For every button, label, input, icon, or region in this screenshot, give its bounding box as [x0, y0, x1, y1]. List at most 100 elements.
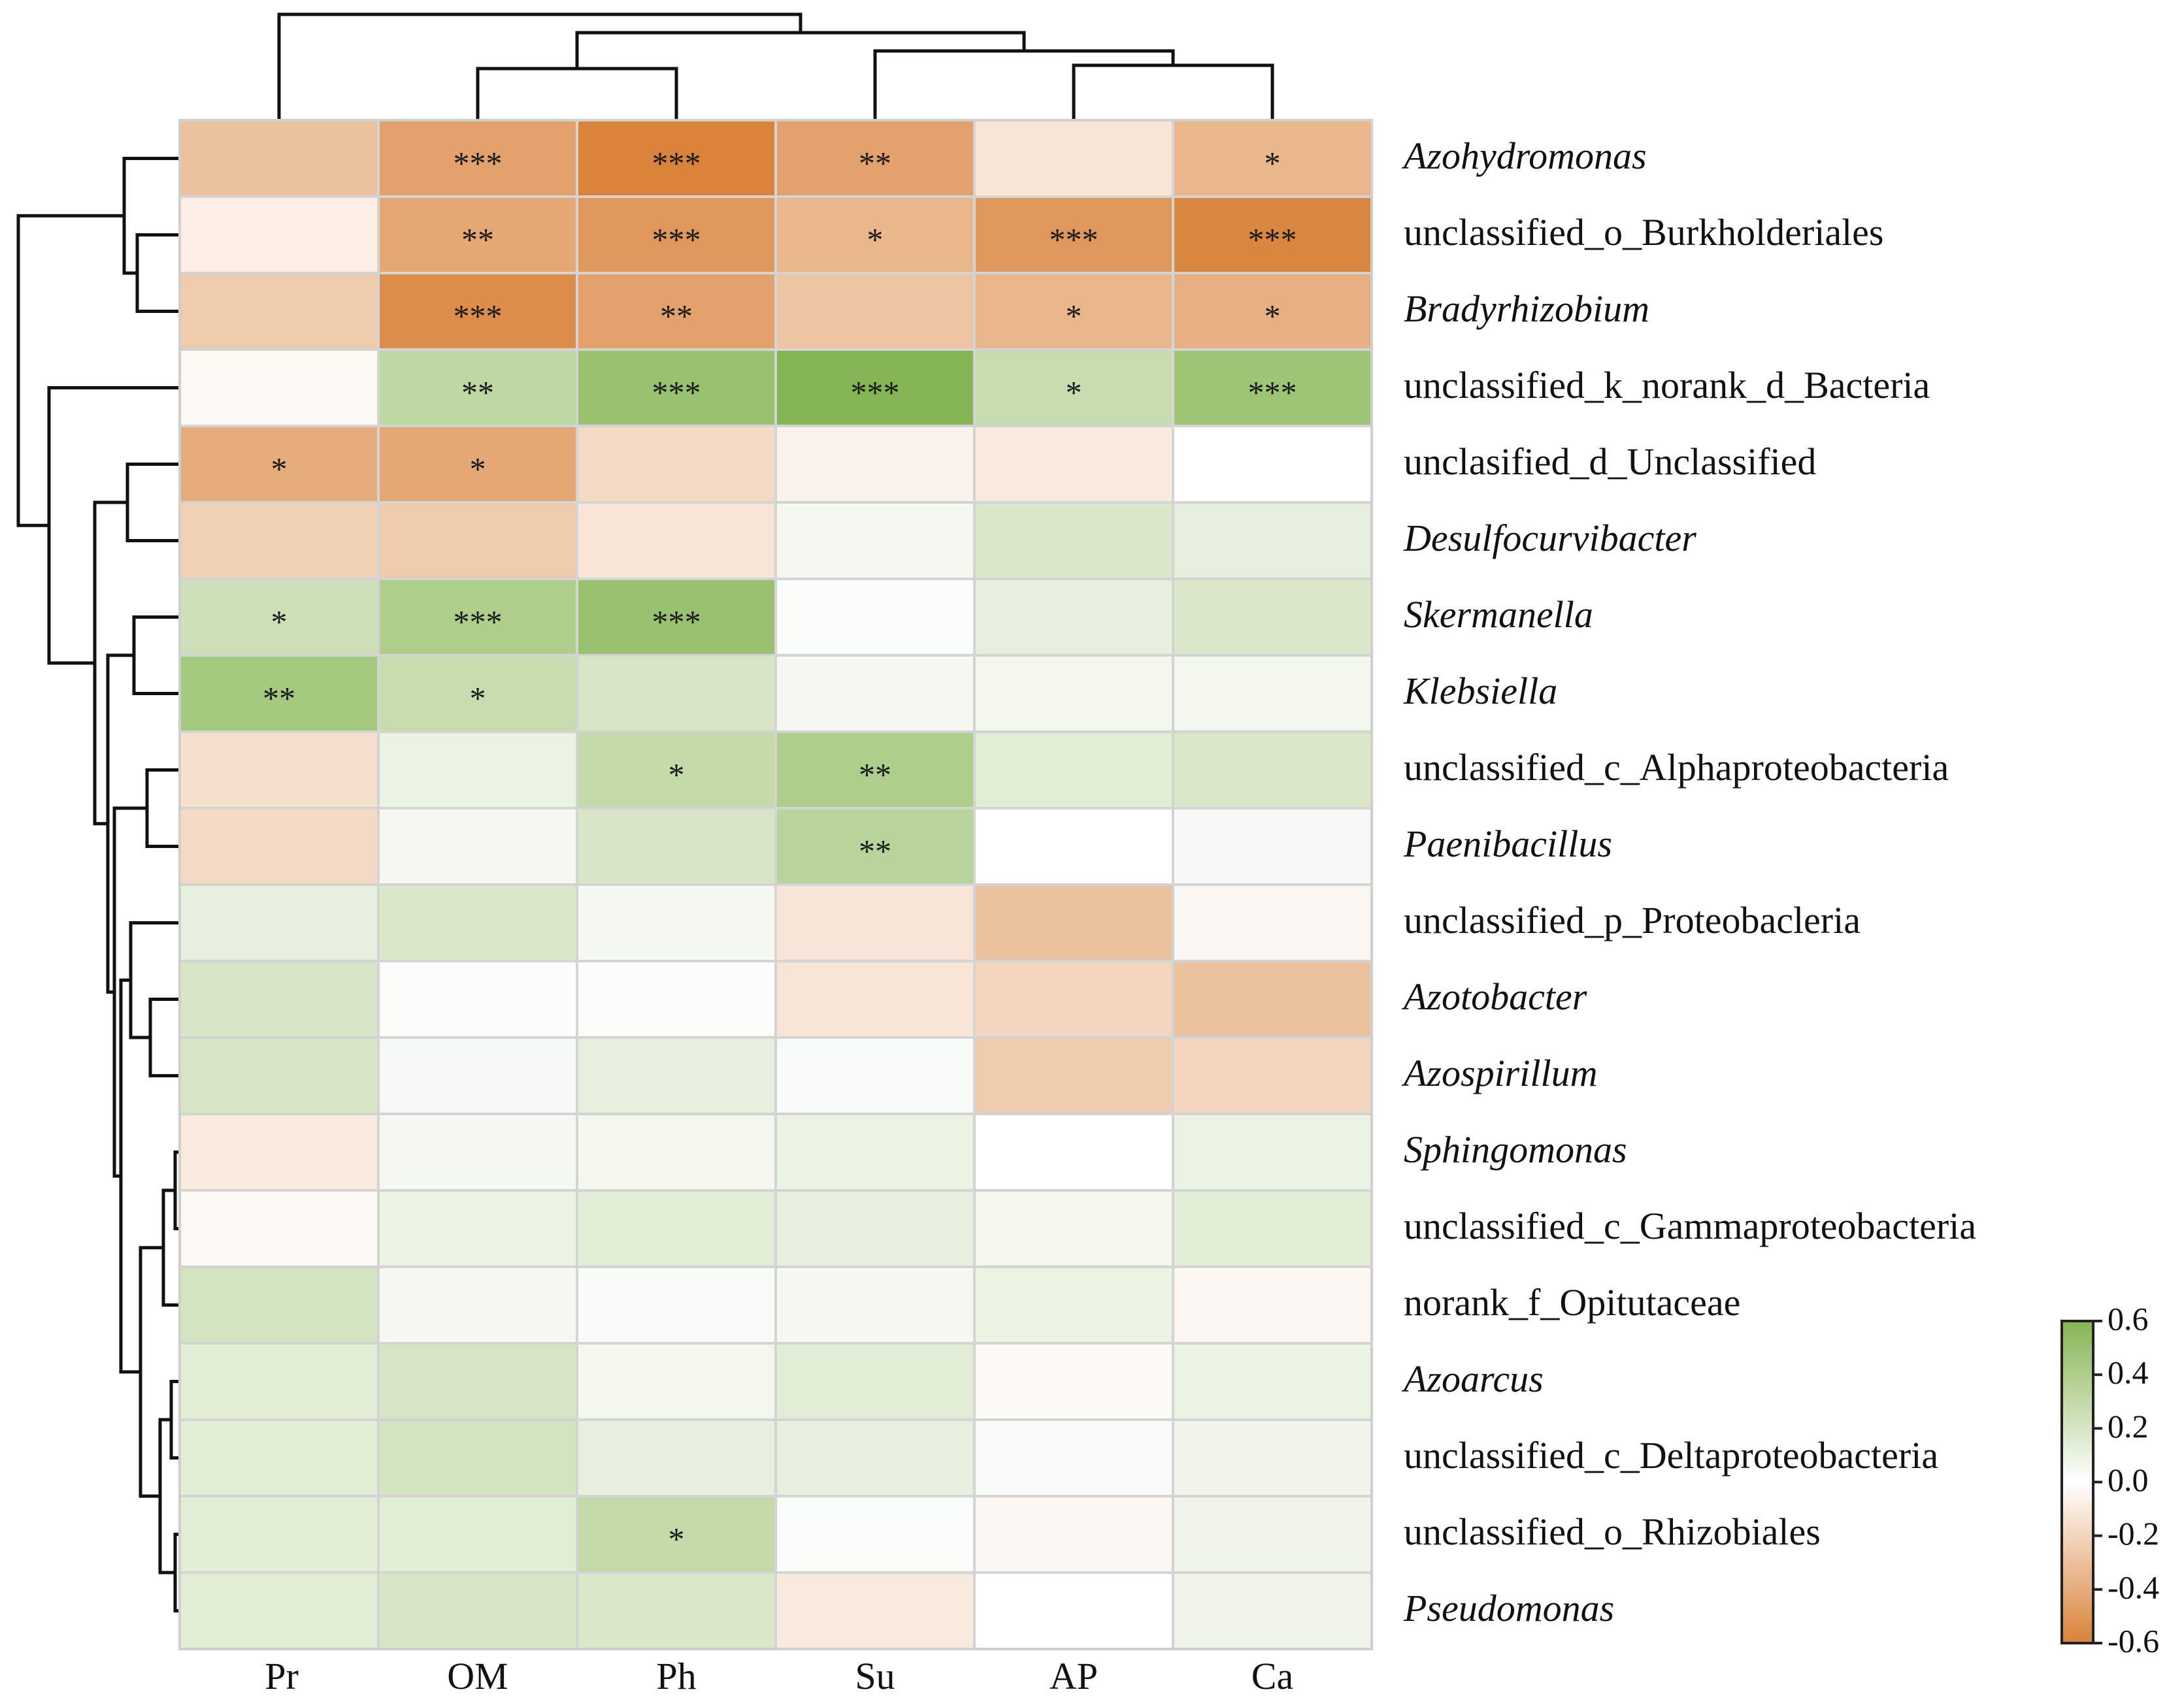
- colorbar-tick-label: 0.2: [2108, 1408, 2149, 1445]
- heat-cell-Azohydromonas-Pr: [178, 119, 380, 198]
- colorbar-tick-label: 0.4: [2108, 1354, 2149, 1391]
- significance-mark: ***: [652, 604, 701, 640]
- significance-mark: ***: [454, 604, 503, 640]
- heat-cell-unclassified_o_Rhizobiales-OM: [377, 1495, 578, 1574]
- heat-cell-Azospirillum-OM: [377, 1036, 578, 1115]
- dendro-branch: [158, 1418, 175, 1575]
- heat-cell-Pseudomonas-Ph: [576, 1571, 777, 1650]
- colorbar-tick-label: -0.6: [2108, 1622, 2159, 1659]
- row-label: unclassified_c_Gammaproteobacteria: [1404, 1205, 1976, 1247]
- heat-cell-Azospirillum-Pr: [178, 1036, 380, 1115]
- heat-cell-Azospirillum-Ca: [1172, 1036, 1373, 1115]
- significance-mark: ***: [454, 145, 503, 182]
- significance-mark: **: [263, 680, 295, 717]
- heat-cell-Paenibacillus-OM: [377, 807, 578, 886]
- column-dendrogram: [277, 12, 1274, 120]
- significance-mark: *: [1265, 145, 1281, 182]
- significance-mark: *: [271, 604, 288, 640]
- heat-cell-unclassified_k_norank_d_Bacteria-AP: [973, 348, 1174, 427]
- heat-cell-Skermanella-Pr: [178, 578, 380, 657]
- significance-mark: ***: [652, 374, 701, 411]
- heat-cell-Azoarcus-Ph: [576, 1342, 777, 1421]
- heat-cell-Azoarcus-Su: [774, 1342, 976, 1421]
- significance-mark: **: [461, 374, 494, 411]
- significance-mark: *: [470, 451, 486, 487]
- dendro-branch: [161, 1188, 180, 1307]
- heat-cell-norank_f_Opitutaceae-AP: [973, 1265, 1174, 1345]
- significance-mark: *: [1265, 298, 1281, 335]
- row-label: Pseudomonas: [1403, 1587, 1614, 1629]
- heat-cell-unclasified_d_Unclassified-Ph: [576, 425, 777, 504]
- heat-cell-Skermanella-OM: [377, 578, 578, 657]
- heat-cell-unclassified_c_Alphaproteobacteria-Pr: [178, 730, 380, 809]
- column-label: OM: [447, 1655, 508, 1697]
- heat-cell-unclassified_c_Gammaproteobacteria-Ca: [1172, 1189, 1373, 1268]
- row-label: Paenibacillus: [1403, 823, 1612, 865]
- heat-cell-norank_f_Opitutaceae-Ca: [1172, 1265, 1373, 1345]
- row-labels: Azohydromonas unclassified_o_Burkholderia…: [1401, 135, 1976, 1629]
- significance-mark: **: [859, 757, 891, 793]
- heat-cell-unclassified_c_Gammaproteobacteria-Su: [774, 1189, 976, 1268]
- dendro-branch: [277, 12, 802, 120]
- column-label: Su: [855, 1655, 895, 1697]
- dendro-branch: [135, 233, 180, 313]
- heat-cell-Pseudomonas-OM: [377, 1571, 578, 1650]
- column-label: Pr: [265, 1655, 299, 1697]
- heat-cell-Azohydromonas-AP: [973, 119, 1174, 198]
- heat-cell-unclassified_c_Deltaproteobacteria-Ca: [1172, 1418, 1373, 1497]
- heat-cell-Desulfocurvibacter-AP: [973, 501, 1174, 580]
- heat-cell-Sphingomonas-Ph: [576, 1113, 777, 1192]
- heat-cell-Azospirillum-Ph: [576, 1036, 777, 1115]
- heat-cell-Skermanella-Ca: [1172, 578, 1373, 657]
- heat-cell-unclassified_c_Alphaproteobacteria-Ca: [1172, 730, 1373, 809]
- heat-cell-Azotobacter-OM: [377, 960, 578, 1039]
- heat-cell-Azotobacter-Ph: [576, 960, 777, 1039]
- column-labels: Pr OM Ph Su AP Ca: [265, 1655, 1293, 1697]
- heat-cell-Pseudomonas-Ca: [1172, 1571, 1373, 1650]
- significance-mark: *: [867, 221, 884, 258]
- heat-cell-unclassified_c_Gammaproteobacteria-Pr: [178, 1189, 380, 1268]
- heat-cell-unclassified_o_Rhizobiales-Su: [774, 1495, 976, 1574]
- heat-cell-Bradyrhizobium-Pr: [178, 272, 380, 351]
- heat-cell-Azospirillum-Su: [774, 1036, 976, 1115]
- heat-cell-Klebsiella-AP: [973, 654, 1174, 733]
- significance-mark: *: [271, 451, 288, 487]
- heat-cell-Azoarcus-Pr: [178, 1342, 380, 1421]
- heat-cell-unclassified_c_Alphaproteobacteria-OM: [377, 730, 578, 809]
- heat-cell-unclassified_c_Deltaproteobacteria-Ph: [576, 1418, 777, 1497]
- heat-cell-unclassified_c_Deltaproteobacteria-Pr: [178, 1418, 380, 1497]
- heat-cell-unclassified_o_Rhizobiales-Pr: [178, 1495, 380, 1574]
- significance-mark: **: [859, 145, 891, 182]
- heat-cell-Sphingomonas-AP: [973, 1113, 1174, 1192]
- colorbar-gradient: [2060, 1320, 2094, 1644]
- heat-cell-Paenibacillus-AP: [973, 807, 1174, 886]
- dendro-branch: [16, 214, 124, 527]
- heat-cell-unclassified_c_Deltaproteobacteria-Su: [774, 1418, 976, 1497]
- significance-mark: *: [669, 1521, 685, 1558]
- heat-cell-unclassified_o_Burkholderiales-Su: [774, 195, 976, 274]
- dendro-branch: [1072, 63, 1274, 120]
- column-label: Ph: [656, 1655, 696, 1697]
- heat-cell-Desulfocurvibacter-Su: [774, 501, 976, 580]
- heat-cell-unclassified_c_Gammaproteobacteria-AP: [973, 1189, 1174, 1268]
- heat-cell-Sphingomonas-Su: [774, 1113, 976, 1192]
- heat-cell-Paenibacillus-Ph: [576, 807, 777, 886]
- heat-cell-unclassified_o_Burkholderiales-Pr: [178, 195, 380, 274]
- heat-cell-norank_f_Opitutaceae-Ph: [576, 1265, 777, 1345]
- dendro-branch: [129, 921, 180, 1039]
- heat-cell-Paenibacillus-Su: [774, 807, 976, 886]
- heat-cell-unclassified_o_Rhizobiales-Ca: [1172, 1495, 1373, 1574]
- row-label: norank_f_Opitutaceae: [1404, 1281, 1740, 1324]
- row-label: unclassified_o_Rhizobiales: [1404, 1510, 1821, 1553]
- heat-cell-unclassified_p_Proteobacleria-Ph: [576, 883, 777, 962]
- row-label: unclassified_c_Alphaproteobacteria: [1404, 746, 1949, 789]
- row-label: Azoarcus: [1401, 1358, 1544, 1400]
- heat-cell-Desulfocurvibacter-Ph: [576, 501, 777, 580]
- significance-mark: ***: [454, 298, 503, 335]
- heat-cell-Klebsiella-Ph: [576, 654, 777, 733]
- heat-cell-Azotobacter-Ca: [1172, 960, 1373, 1039]
- row-label: unclassified_c_Deltaproteobacteria: [1404, 1434, 1938, 1477]
- dendro-branch: [132, 615, 180, 695]
- row-label: Klebsiella: [1403, 670, 1557, 712]
